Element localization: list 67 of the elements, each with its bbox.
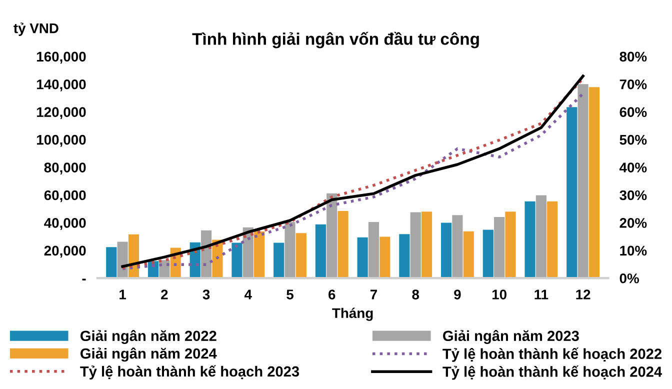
legend-label: Tỷ lệ hoàn thành kế hoạch 2024 bbox=[442, 366, 662, 380]
bar bbox=[588, 87, 600, 278]
x-tick-label: 1 bbox=[120, 290, 126, 300]
y2-tick-label: 80% bbox=[620, 52, 647, 62]
y-tick-label: 40,000 bbox=[44, 218, 86, 230]
bar bbox=[326, 193, 338, 278]
bar bbox=[578, 84, 588, 278]
bar bbox=[232, 242, 242, 278]
x-axis-title: Tháng bbox=[332, 308, 373, 321]
bar bbox=[440, 222, 452, 278]
bar bbox=[547, 201, 558, 278]
legend-label: Giải ngân năm 2023 bbox=[443, 330, 579, 344]
y2-tick-label: 10% bbox=[620, 246, 647, 256]
legend-label: Tỷ lệ hoàn thành kế hoạch 2023 bbox=[80, 365, 300, 380]
y2-tick-label: 40% bbox=[619, 162, 647, 172]
bar bbox=[536, 195, 546, 278]
chart-title: Tình hình giải ngân vốn đầu tư công bbox=[192, 32, 479, 48]
bar bbox=[421, 212, 432, 278]
bar bbox=[482, 230, 494, 278]
bar bbox=[296, 233, 306, 278]
bar bbox=[410, 212, 421, 278]
bar bbox=[338, 211, 348, 278]
y-tick-label: 160,000 bbox=[37, 52, 86, 64]
bar bbox=[494, 217, 505, 278]
bar bbox=[566, 107, 578, 278]
y-tick-label: 140,000 bbox=[37, 79, 86, 92]
y2-tick-label: 50% bbox=[620, 134, 647, 145]
bar bbox=[117, 242, 128, 278]
x-tick-label: 7 bbox=[370, 290, 377, 300]
x-tick-label: 4 bbox=[244, 290, 252, 300]
x-tick-label: 3 bbox=[202, 290, 210, 300]
y-axis-title: tỷ VND bbox=[14, 22, 58, 36]
bar bbox=[524, 201, 536, 278]
y-tick-label: 100,000 bbox=[37, 134, 86, 147]
x-tick-label: 8 bbox=[412, 290, 420, 300]
bar bbox=[274, 242, 284, 278]
bar bbox=[284, 222, 296, 278]
x-tick-label: 12 bbox=[576, 290, 590, 300]
y-tick-label: - bbox=[82, 278, 86, 280]
x-tick-label: 6 bbox=[328, 290, 336, 300]
y2-tick-label: 20% bbox=[620, 218, 647, 228]
y-tick-label: 80,000 bbox=[44, 162, 86, 174]
legend-label: Giải ngân năm 2024 bbox=[80, 348, 217, 362]
x-tick-label: 11 bbox=[534, 290, 548, 300]
y2-tick-label: 70% bbox=[620, 79, 647, 90]
bar bbox=[505, 212, 516, 278]
legend-label: Giải ngân năm 2022 bbox=[80, 330, 216, 344]
bar bbox=[463, 231, 474, 278]
bar bbox=[315, 224, 326, 278]
y-tick-label: 120,000 bbox=[37, 107, 86, 120]
y-tick-label: 60,000 bbox=[44, 190, 86, 202]
y2-tick-label: 30% bbox=[620, 190, 647, 200]
x-tick-label: 9 bbox=[454, 290, 461, 300]
bar bbox=[399, 234, 410, 278]
x-tick-label: 10 bbox=[492, 290, 506, 300]
y2-tick-label: 60% bbox=[620, 107, 647, 118]
bar bbox=[368, 222, 380, 278]
legend-label: Tỷ lệ hoàn thành kế hoạch 2022 bbox=[442, 348, 662, 362]
bar bbox=[106, 247, 117, 278]
bar bbox=[452, 215, 463, 278]
y2-tick-label: 0% bbox=[620, 273, 639, 284]
x-tick-label: 5 bbox=[286, 290, 294, 300]
bar bbox=[380, 236, 390, 278]
x-tick-label: 2 bbox=[161, 290, 168, 300]
bar bbox=[254, 231, 265, 278]
y-tick-label: 20,000 bbox=[44, 246, 86, 258]
bar bbox=[357, 237, 368, 278]
